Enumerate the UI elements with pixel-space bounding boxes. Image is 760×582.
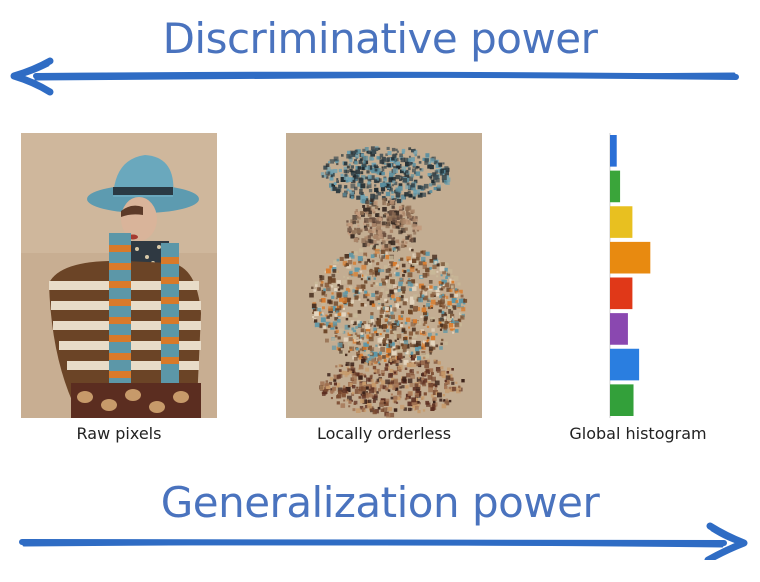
histogram-bar — [610, 384, 634, 416]
scattered-pixels — [309, 146, 468, 418]
global-histogram — [609, 133, 651, 418]
histogram-bar — [610, 135, 617, 167]
locally-orderless-caption: Locally orderless — [316, 424, 452, 443]
raw-pixels-image — [21, 133, 217, 418]
histogram-bar — [610, 170, 621, 203]
histogram-bar — [610, 241, 651, 274]
discriminative-power-heading: Discriminative power — [162, 14, 598, 63]
generalization-power-heading: Generalization power — [160, 478, 600, 527]
raw-pixels-caption: Raw pixels — [76, 424, 162, 443]
global-histogram-caption: Global histogram — [569, 424, 707, 443]
histogram-bar — [610, 277, 633, 310]
histogram-bar — [610, 313, 628, 345]
right-arrow — [19, 522, 748, 560]
locally-orderless-image — [286, 133, 482, 418]
left-arrow — [10, 57, 739, 96]
histogram-bar — [610, 348, 640, 381]
histogram-bar — [610, 206, 633, 238]
